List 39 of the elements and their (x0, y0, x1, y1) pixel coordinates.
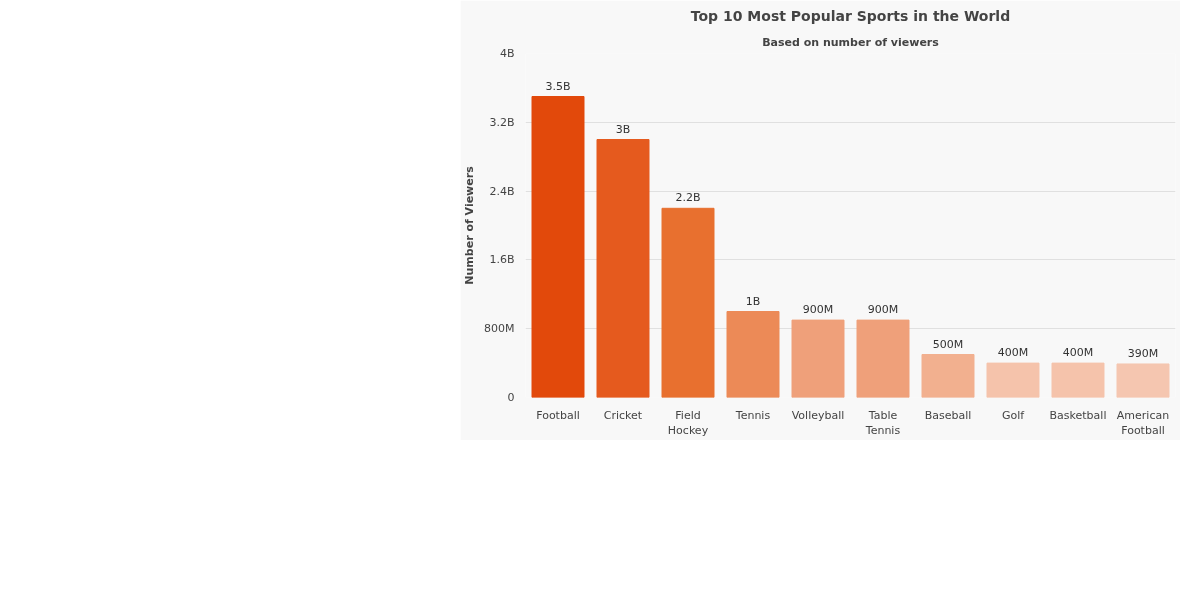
data-label: 500M (932, 337, 964, 351)
y-tick-label: 2.4B (489, 184, 515, 198)
chart-subtitle: Based on number of viewers (762, 35, 940, 49)
x-tick-label: Tennis (734, 408, 771, 422)
y-tick-label: 4B (499, 47, 515, 60)
y-tick-label: 800M (484, 322, 515, 336)
bar (1051, 362, 1105, 398)
data-label: 400M (1062, 346, 1094, 360)
x-tick-label: Golf (1001, 408, 1026, 422)
bar (921, 354, 975, 398)
data-label: 1B (745, 294, 761, 308)
y-axis-title: Number of Viewers (463, 165, 477, 285)
y-tick-label: 3.2B (489, 115, 515, 129)
data-label: 900M (802, 303, 834, 317)
x-tick-label: Field Hockey (667, 408, 709, 438)
bar (531, 96, 585, 398)
x-tick-label: Baseball (924, 408, 972, 422)
data-label: 900M (867, 303, 899, 317)
data-label: 400M (997, 346, 1029, 360)
x-tick-label: Cricket (603, 408, 643, 422)
x-tick-label: Volleyball (791, 408, 845, 422)
x-tick-label: American Football (1116, 408, 1170, 438)
x-tick-label: Table Tennis (864, 408, 901, 438)
bar (661, 207, 715, 398)
bar (726, 311, 780, 398)
bar (856, 319, 910, 398)
data-label: 3B (615, 122, 631, 136)
y-tick-label: 0 (507, 391, 515, 404)
x-tick-label: Basketball (1049, 408, 1107, 422)
bar (986, 362, 1040, 398)
data-label: 3.5B (545, 79, 571, 93)
y-tick-label: 1.6B (489, 253, 515, 267)
x-tick-label: Football (536, 408, 580, 422)
bar (1116, 363, 1170, 398)
chart-title: Top 10 Most Popular Sports in the World (690, 7, 1011, 24)
bar (791, 319, 845, 398)
data-label: 2.2B (675, 191, 701, 205)
data-label: 390M (1127, 346, 1159, 360)
bar (596, 139, 650, 398)
